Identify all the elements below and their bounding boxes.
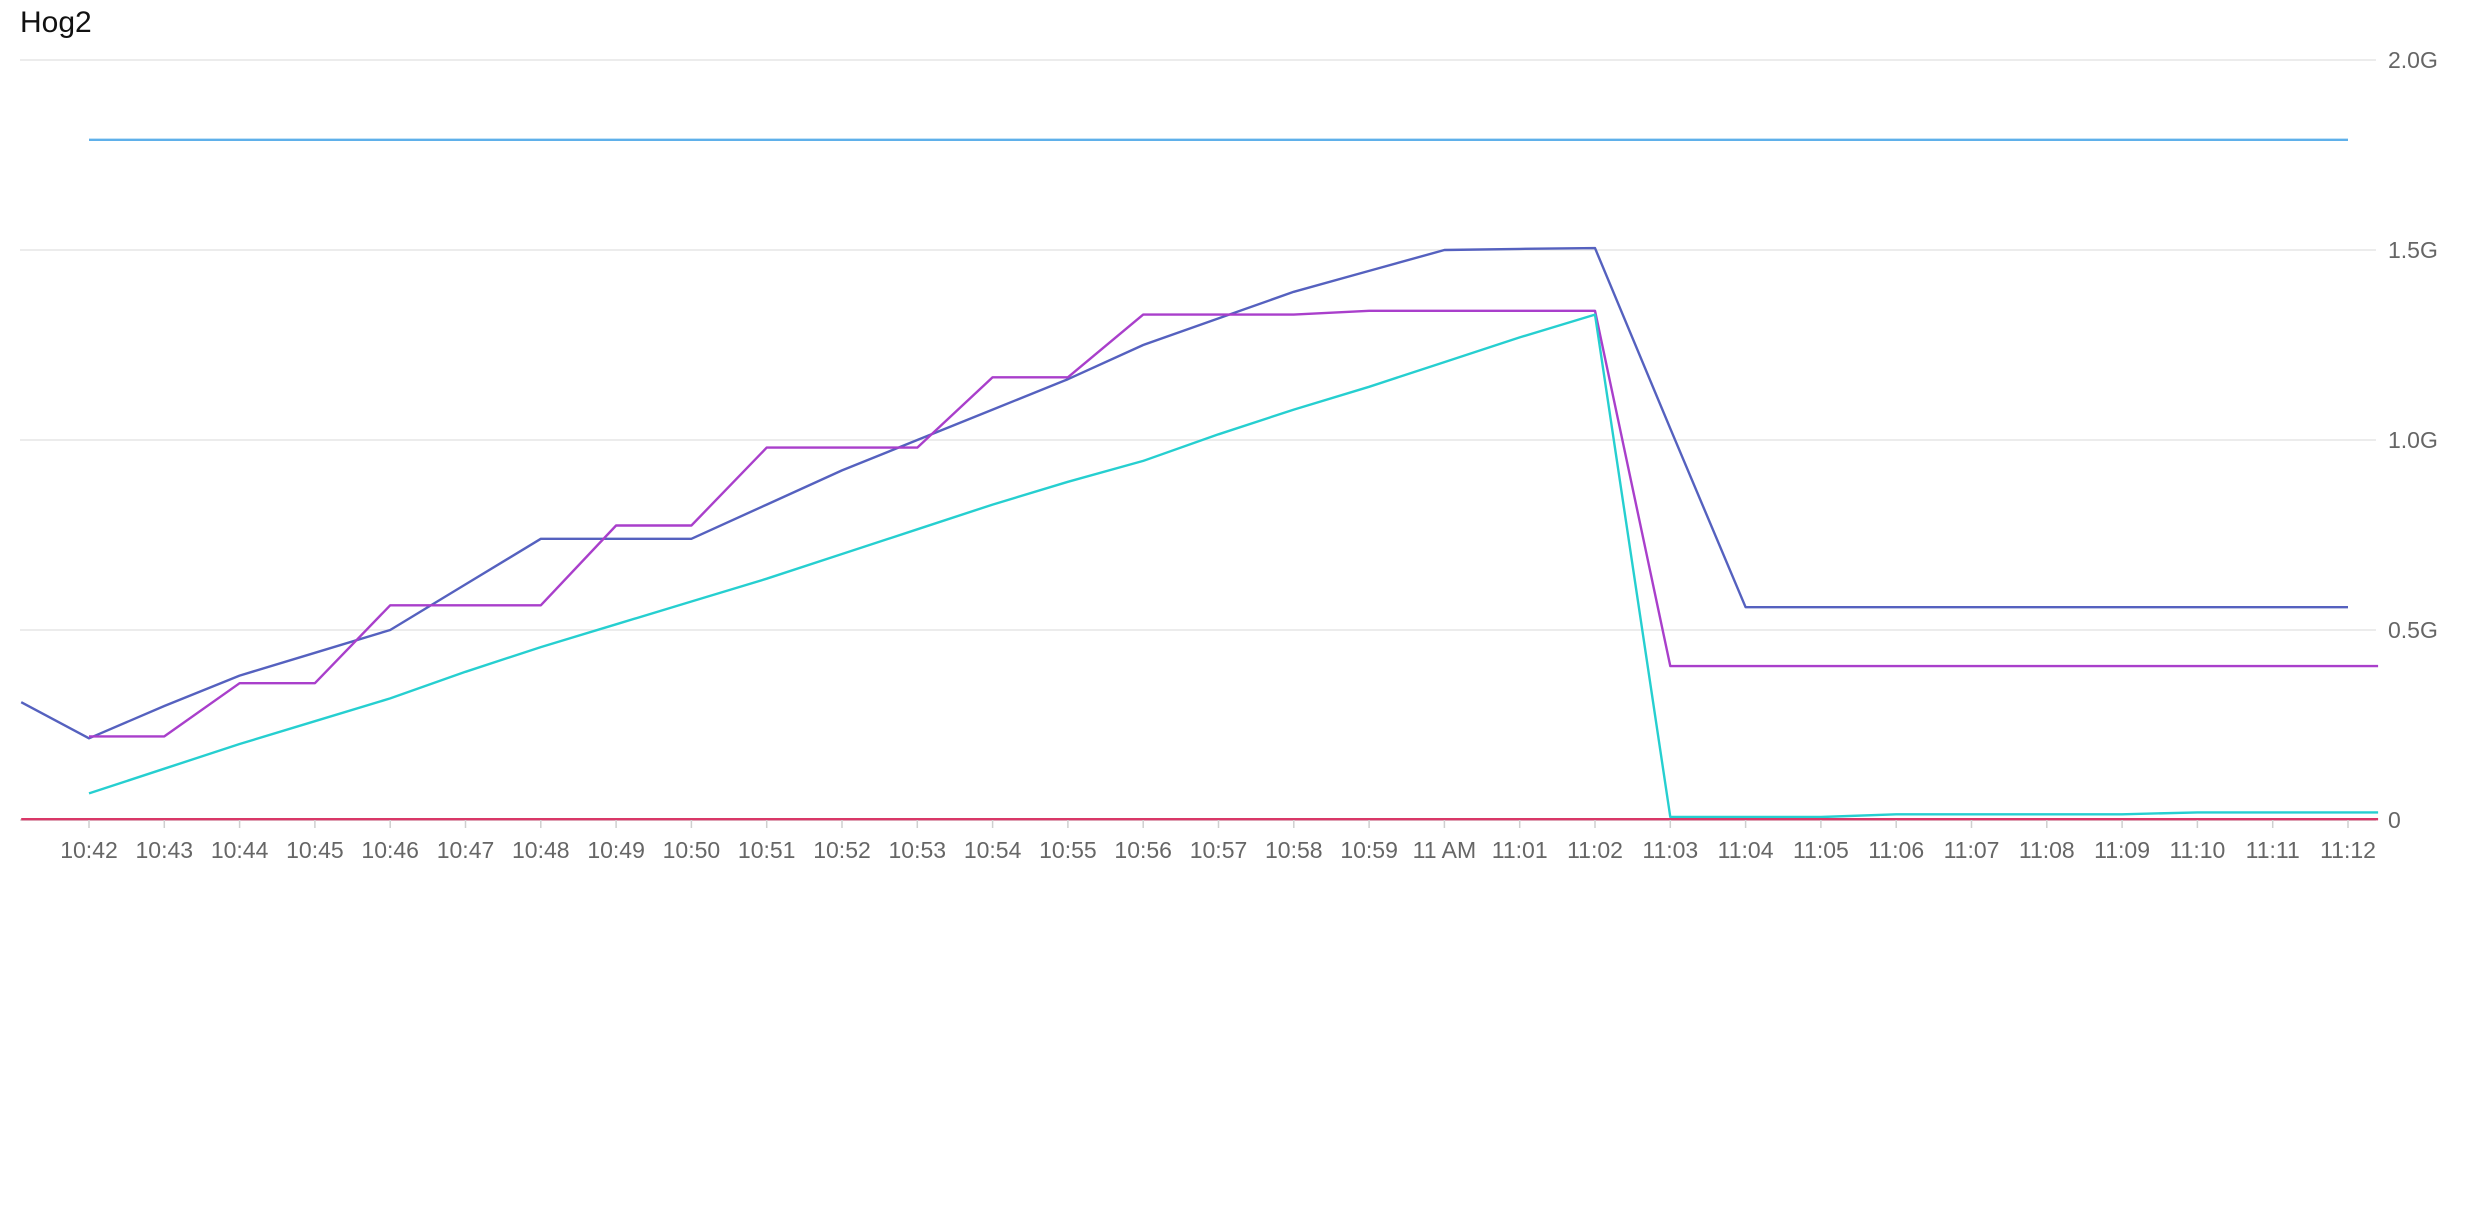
y-tick-label: 0 <box>2388 807 2401 833</box>
x-tick-label: 10:57 <box>1190 837 1248 863</box>
x-tick-label: 10:42 <box>60 837 118 863</box>
x-tick-label: 11:09 <box>2094 837 2150 863</box>
x-tick-label: 10:54 <box>964 837 1022 863</box>
x-tick-label: 11:07 <box>1944 837 2000 863</box>
series-line-4 <box>88 313 2379 819</box>
x-tick-label: 11:06 <box>1868 837 1924 863</box>
x-tick-label: 11:04 <box>1718 837 1774 863</box>
y-axis: 0 0.5G 1.0G 1.5G 2.0G <box>2388 47 2438 833</box>
series-lines <box>20 138 2379 821</box>
x-tick-label: 10:46 <box>361 837 419 863</box>
y-tick-label: 1.0G <box>2388 427 2438 453</box>
x-tick-label: 10:52 <box>813 837 871 863</box>
x-tick-label: 11:03 <box>1642 837 1698 863</box>
x-tick-label: 10:50 <box>663 837 721 863</box>
x-tick-label: 10:49 <box>587 837 645 863</box>
x-tick-label: 10:43 <box>136 837 194 863</box>
x-tick-label: 11:05 <box>1793 837 1849 863</box>
y-tick-label: 2.0G <box>2388 47 2438 73</box>
panel-title: Hog2 <box>20 6 92 39</box>
x-tick-label: 10:58 <box>1265 837 1323 863</box>
y-tick-label: 0.5G <box>2388 617 2438 643</box>
x-tick-label: 11:08 <box>2019 837 2075 863</box>
x-tick-label: 10:51 <box>738 837 796 863</box>
series-line-3 <box>89 309 2379 738</box>
x-tick-label: 10:59 <box>1340 837 1398 863</box>
x-tick-label: 10:44 <box>211 837 269 863</box>
x-tick-label: 10:53 <box>889 837 947 863</box>
x-tick-label: 11:02 <box>1567 837 1623 863</box>
x-tick-label: 11:01 <box>1492 837 1548 863</box>
x-tick-label: 10:48 <box>512 837 570 863</box>
y-tick-label: 1.5G <box>2388 237 2438 263</box>
x-tick-label: 11 AM <box>1413 837 1477 863</box>
x-tick-label: 10:56 <box>1114 837 1172 863</box>
grid-lines <box>20 59 2376 821</box>
x-tick-label: 11:10 <box>2169 837 2225 863</box>
x-tick-label: 10:47 <box>437 837 495 863</box>
series-line-2 <box>20 246 2348 740</box>
x-tick-label: 10:55 <box>1039 837 1097 863</box>
x-axis: 10:42 10:43 10:44 10:45 10:46 10:47 10:48 10:49… <box>60 820 2376 863</box>
x-tick-label: 10:45 <box>286 837 344 863</box>
x-tick-label: 11:11 <box>2246 837 2300 863</box>
x-tick-label: 11:12 <box>2320 837 2376 863</box>
